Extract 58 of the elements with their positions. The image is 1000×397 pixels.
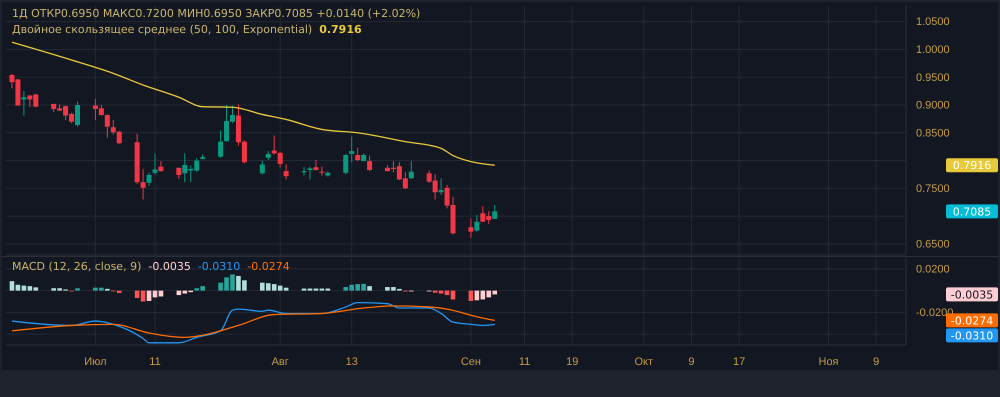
chart-title: MACD (12, 26, close, 9) — [12, 260, 142, 273]
candlestick — [158, 160, 164, 172]
bar — [468, 290, 474, 301]
candlestick — [492, 204, 498, 220]
candlestick — [260, 160, 265, 175]
line-series — [11, 42, 496, 166]
x-tick-label: 17 — [732, 356, 746, 368]
candlestick — [474, 214, 480, 232]
candlestick — [307, 166, 312, 180]
candlestick — [75, 101, 80, 128]
candlestick — [349, 136, 354, 163]
x-tick-label: 19 — [566, 356, 578, 368]
series-label: Двойное скользящее среднее (50, 100, Exponential) — [12, 23, 312, 36]
candlestick — [218, 130, 224, 158]
candlestick — [313, 160, 318, 172]
text: 0.7916 — [952, 159, 992, 172]
candlestick — [140, 168, 146, 200]
bar — [75, 288, 80, 291]
text: -0.0035 — [950, 288, 994, 302]
x-tick-label: 9 — [688, 356, 694, 368]
y-tick-label: 0.8500 — [916, 127, 950, 140]
y-tick-label: 0.0200 — [916, 263, 950, 276]
candlestick — [146, 172, 152, 187]
y-tick-label: 0.7500 — [916, 182, 950, 195]
x-tick-label: 9 — [873, 356, 880, 368]
y-tick-label: 1.0500 — [916, 16, 950, 28]
candlestick — [152, 152, 158, 175]
candlestick — [104, 114, 110, 138]
annotation: -0.0274 — [247, 260, 290, 273]
text: -0.0274 — [950, 314, 994, 328]
candlestick — [367, 155, 372, 172]
y-tick-label: 0.9000 — [916, 100, 950, 112]
x-tick-label: 11 — [518, 356, 530, 368]
candlestick — [468, 218, 474, 238]
x-tick-label: 13 — [346, 356, 358, 368]
x-tick-label: Ноя — [818, 356, 839, 368]
x-tick-label: Авг — [272, 356, 289, 368]
bar — [367, 286, 372, 291]
candlestick — [438, 178, 444, 196]
annotation: 0.7916 — [319, 23, 362, 36]
annotation: -0.0310 — [198, 260, 240, 273]
text: -0.0310 — [950, 329, 994, 342]
y-tick-label: 0.6500 — [916, 238, 950, 250]
x-tick-label: Окт — [634, 356, 654, 368]
candlestick — [302, 166, 307, 176]
candlestick — [21, 90, 26, 116]
text: 0.7085 — [952, 205, 992, 218]
y-tick-label: 1.0000 — [916, 44, 950, 56]
x-tick-label: Июл — [84, 356, 107, 368]
y-tick-label: 0.9500 — [916, 72, 950, 84]
chart-title: 1Д ОТКР0.6950 МАКС0.7200 МИН0.6950 ЗАКР0.7085 +0.0140 (+2.02%) — [12, 7, 420, 20]
x-tick-label: 11 — [149, 356, 161, 368]
x-tick-label: Сен — [460, 356, 481, 368]
candlestick — [343, 153, 348, 175]
annotation: -0.0035 — [148, 260, 191, 273]
candlestick — [355, 147, 360, 162]
candlestick — [284, 164, 289, 180]
candlestick — [408, 160, 414, 180]
